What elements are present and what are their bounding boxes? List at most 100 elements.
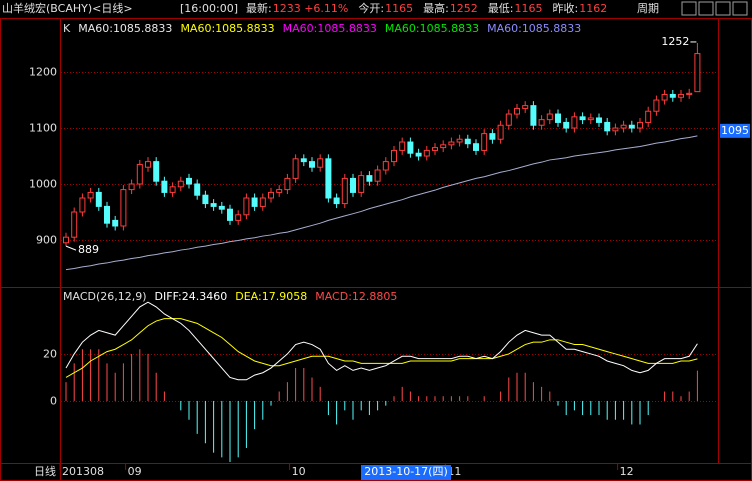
legend-entry: DEA:17.9058 <box>235 290 307 303</box>
candle-body <box>309 161 315 168</box>
quote-value: 1162 <box>579 2 607 15</box>
candle-body <box>243 197 250 216</box>
candle-body <box>415 152 422 157</box>
quote-value: 1165 <box>515 2 543 15</box>
candle-body <box>620 124 627 129</box>
legend-entry: MA60:1085.8833 <box>180 22 274 35</box>
candle-body <box>497 124 504 140</box>
candle-body <box>456 138 463 143</box>
candle-body <box>653 99 660 112</box>
quote-value: 1165 <box>385 2 413 15</box>
icon[interactable] <box>681 1 697 16</box>
quote-label: 最高: <box>423 1 449 15</box>
candle-body <box>95 191 102 207</box>
candle-body <box>161 180 168 193</box>
candle-body <box>169 186 176 193</box>
candle-body <box>604 121 611 132</box>
candle-body <box>694 53 701 93</box>
candle-body <box>555 113 561 123</box>
candle-body <box>325 158 332 199</box>
candle-body <box>276 189 283 193</box>
cursor-date-box <box>361 465 451 480</box>
candle-body <box>63 236 69 244</box>
x-tick-label: 12 <box>620 465 634 478</box>
y-tick-label: 20 <box>43 348 57 361</box>
icon[interactable] <box>732 1 748 16</box>
time: [16:00:00] <box>180 2 238 15</box>
quote-label: 最低: <box>488 2 514 15</box>
candle-body <box>202 194 209 205</box>
candle-body <box>259 197 266 207</box>
candle-body <box>391 149 397 163</box>
candle-body <box>374 169 381 182</box>
candle-body <box>448 141 455 146</box>
candle-body <box>596 117 602 123</box>
candle-body <box>686 92 693 95</box>
candle-body <box>563 121 570 129</box>
candle-body <box>87 191 94 199</box>
candle-body <box>399 141 406 151</box>
candle-body <box>382 161 389 171</box>
candle-body <box>177 180 184 188</box>
candle-body <box>464 138 471 145</box>
candle-body <box>71 211 78 238</box>
candle-body <box>227 208 233 221</box>
low-label: 889 <box>78 243 99 256</box>
candle-body <box>210 203 217 207</box>
candle-body <box>128 183 135 191</box>
candle-body <box>571 116 578 129</box>
candle-body <box>358 175 365 193</box>
legend-entry: MA60:1085.8833 <box>78 22 172 35</box>
candle-body <box>587 117 594 121</box>
candle-body <box>145 161 151 168</box>
candle-body <box>546 113 553 121</box>
candle-body <box>661 93 668 101</box>
candle-body <box>120 189 127 227</box>
candle-body <box>628 124 635 129</box>
candle-body <box>292 158 299 179</box>
legend-entry: DIFF:24.3460 <box>155 290 228 303</box>
candle-body <box>538 119 545 126</box>
annotation-arrow <box>65 245 77 251</box>
toolbar[interactable] <box>681 1 748 16</box>
legend-entry: MACD:12.8805 <box>315 290 397 303</box>
candle-body <box>300 158 307 163</box>
candle-body <box>79 197 86 213</box>
candle-body <box>186 177 192 185</box>
legend-entry: MACD(26,12,9) <box>63 290 147 303</box>
quote-label: 最新: <box>246 1 272 15</box>
candle-body <box>317 158 324 168</box>
candle-body <box>350 177 356 193</box>
x-tick-label: 09 <box>128 465 142 478</box>
macd-line <box>65 318 698 378</box>
candle-body <box>637 121 643 129</box>
candle-body <box>530 105 537 126</box>
title: 山羊绒宏(BCAHY)<日线> <box>2 1 133 15</box>
candle-body <box>153 161 160 182</box>
candle-body <box>440 144 447 149</box>
candle-body <box>678 93 684 98</box>
cursor-date: 2013-10-17(四) <box>364 465 448 478</box>
candle-body <box>423 149 430 157</box>
legend-entry: MA60:1085.8833 <box>385 22 479 35</box>
x-tick-label: 10 <box>292 465 306 478</box>
legend-entry: MA60:1085.8833 <box>487 22 581 35</box>
quote-value: 1252 <box>450 2 478 15</box>
candle-body <box>341 177 348 205</box>
high-label: 1252 <box>661 35 689 48</box>
x-tick-label: 201308 <box>62 465 104 478</box>
icon[interactable] <box>698 1 714 16</box>
period-button[interactable]: 周期 <box>637 2 659 15</box>
candle-body <box>612 127 619 132</box>
candle-body <box>473 143 479 151</box>
y-tick-label: 1000 <box>29 178 57 191</box>
candle-body <box>251 197 258 207</box>
candle-body <box>104 205 110 224</box>
icon[interactable] <box>715 1 731 16</box>
candle-body <box>333 197 340 205</box>
candle-body <box>194 183 201 196</box>
candle-body <box>522 105 529 109</box>
candle-body <box>112 219 119 227</box>
candle-body <box>407 141 414 154</box>
